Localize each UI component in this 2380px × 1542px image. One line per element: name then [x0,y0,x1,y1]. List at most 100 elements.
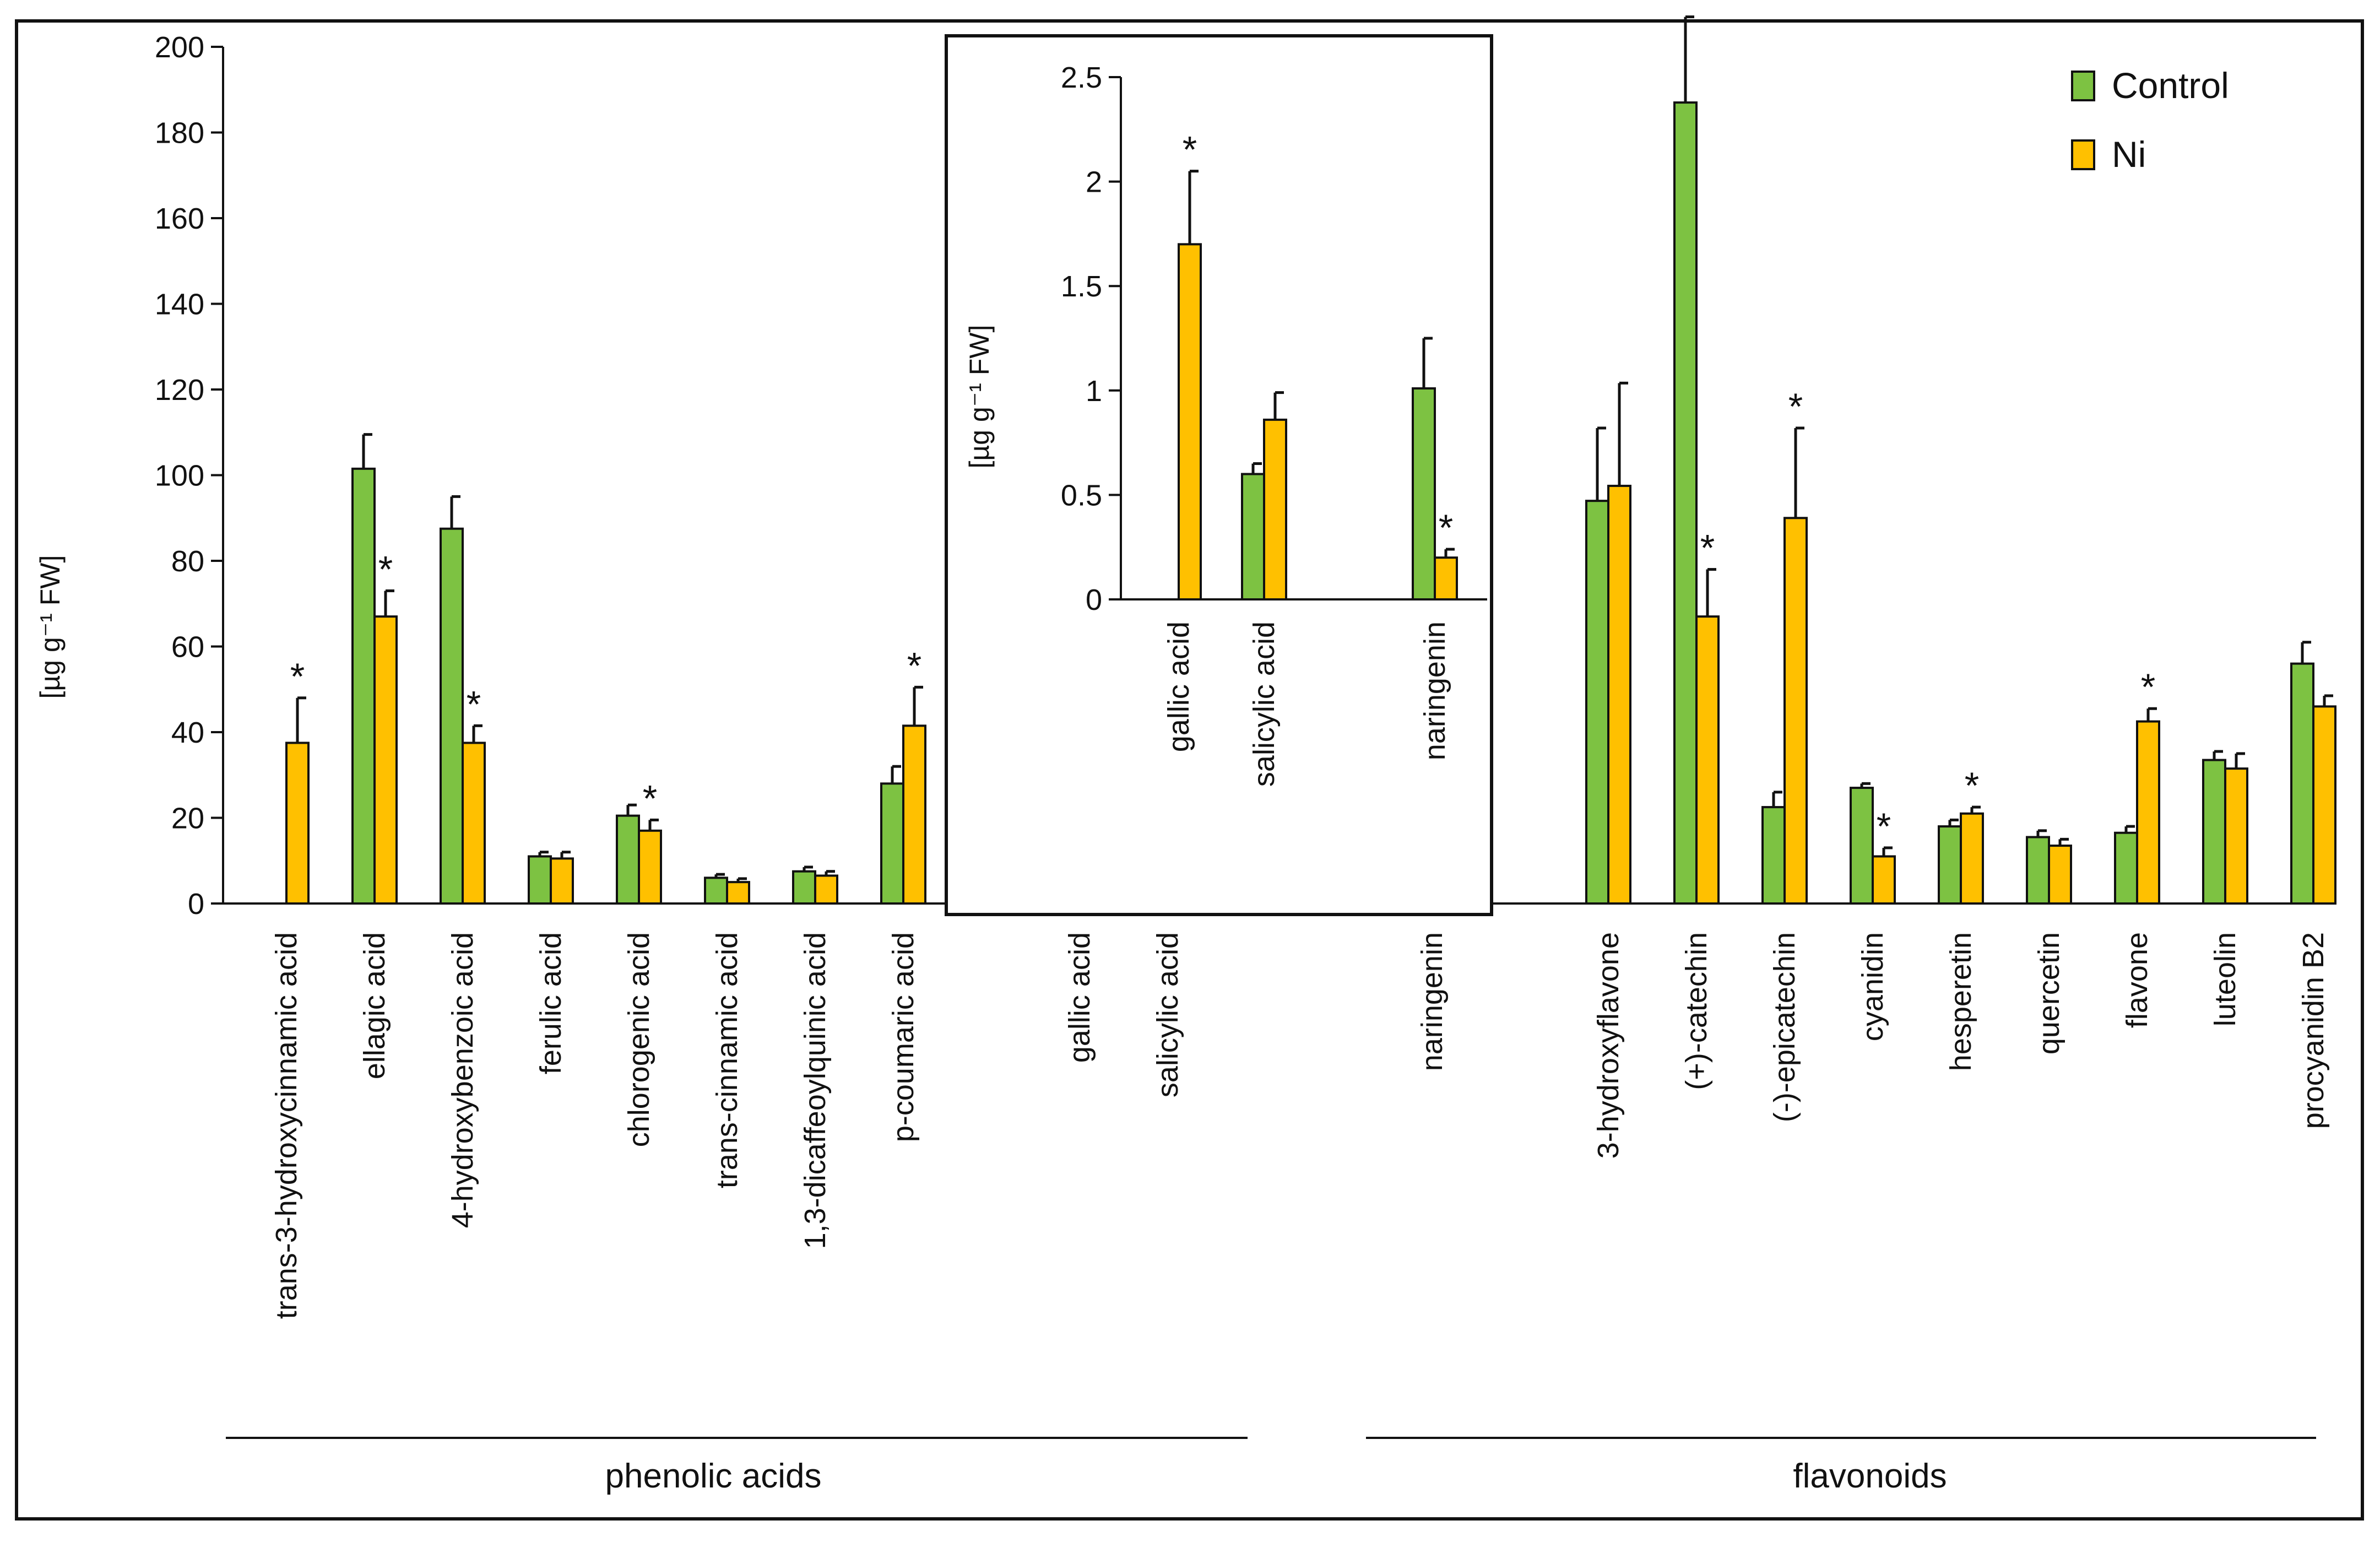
legend-swatch-control [2071,71,2095,101]
main-y-tick-label: 100 [155,459,204,493]
inset-frame [945,34,1493,916]
significance-marker-flavone: * [2141,666,2155,708]
bar-control-flavone [2114,831,2138,905]
bar-control-hesperetin [1938,825,1962,905]
significance-marker-trans-3-hydroxycinnamic-acid: * [290,656,305,697]
inset-y-axis-title: [µg g⁻¹ FW] [964,325,995,469]
group-label-flavonoids: flavonoids [1793,1457,1947,1495]
significance-marker-gallic-acid: * [1183,129,1197,171]
category-label-luteolin: luteolin [2209,932,2242,1026]
main-y-tick-label: 0 [188,888,204,921]
significance-marker-naringenin: * [1439,507,1453,549]
category-label-p-coumaric-acid: p-coumaric acid [887,932,920,1142]
inset-axes [1120,77,1487,600]
bar-control-epicatechin [1761,806,1786,905]
inset-y-tick-label: 0 [1086,583,1102,616]
main-y-tick-label: 140 [155,288,204,321]
inset-y-tick-label: 1.5 [1061,270,1102,303]
bar-ni-ferulic-acid [550,857,574,905]
bar-control-p-coumaric-acid [880,782,904,905]
category-label-catechin: (+)-catechin [1680,932,1713,1090]
bar-control-catechin [1673,101,1698,905]
bar-ni-procyanidin-b2 [2312,705,2336,905]
main-category-labels: trans-3-hydroxycinnamic acid ellagic acid… [270,932,2330,1319]
category-label-flavone: flavone [2121,932,2154,1028]
bar-ni-chlorogenic-acid [638,829,662,905]
inset-category-labels: gallic acid salicylic acid naringenin [1162,621,1451,787]
inset-bars: ** [1178,129,1458,600]
inset-y-tick-label: 1 [1086,375,1102,408]
bar-ni-3-hydroxyflavone [1607,484,1631,905]
significance-marker-catechin: * [1700,527,1715,569]
main-y-tick-label: 180 [155,117,204,150]
bar-ni-1-3-dicaffeoylquinic-acid [814,874,838,905]
main-y-tick-label: 60 [171,631,204,664]
main-y-tick-label: 80 [171,545,204,578]
bar-control-3-hydroxyflavone [1585,500,1609,905]
bar-control-1-3-dicaffeoylquinic-acid [792,870,816,905]
category-label-gallic-acid: gallic acid [1063,932,1096,1063]
inset-y-tick-label: 0.5 [1061,479,1102,512]
main-y-ticks: 0 20 40 60 80 100 120 140 160 180 200 [155,31,223,921]
significance-marker-ellagic-acid: * [378,548,393,590]
main-y-tick-label: 20 [171,802,204,835]
bar-ni-salicylic-acid [1263,418,1287,600]
category-label-4-hydroxybenzoic-acid: 4-hydroxybenzoic acid [446,932,479,1228]
legend: Control Ni [2071,65,2229,175]
bar-control-cyanidin [1850,787,1874,905]
bar-ni-4-hydroxybenzoic-acid [462,742,486,905]
bar-control-trans-cinnamic-acid [704,876,728,905]
bar-ni-hesperetin [1960,812,1984,905]
inset-chart: [µg g⁻¹ FW] 00.511.522.5 ** gallic acid s… [945,34,1493,916]
bar-ni-catechin [1695,615,1720,905]
bar-control-luteolin [2202,759,2226,905]
bar-ni-trans-cinnamic-acid [726,881,750,905]
bar-ni-ellagic-acid [373,615,398,905]
significance-marker-p-coumaric-acid: * [907,645,921,686]
bar-control-naringenin [1412,387,1436,600]
main-y-axis-title: [µg g⁻¹ FW] [35,555,66,699]
category-label-naringenin: naringenin [1418,621,1451,760]
inset-y-tick-label: 2.5 [1061,61,1102,94]
group-label-phenolic-acids: phenolic acids [605,1457,822,1495]
bar-ni-quercetin [2048,845,2072,905]
category-label-1-3-dicaffeoylquinic-acid: 1,3-dicaffeoylquinic acid [799,932,832,1249]
significance-marker-epicatechin: * [1788,386,1803,428]
bar-ni-trans-3-hydroxycinnamic-acid [285,742,310,905]
bar-ni-naringenin [1434,556,1458,600]
bar-ni-epicatechin [1783,517,1808,905]
category-label-gallic-acid: gallic acid [1162,621,1195,752]
bar-control-chlorogenic-acid [616,814,640,905]
bar-control-4-hydroxybenzoic-acid [440,527,464,905]
significance-marker-cyanidin: * [1877,805,1891,847]
category-label-cyanidin: cyanidin [1856,932,1889,1041]
legend-swatch-ni [2071,139,2095,170]
bar-control-salicylic-acid [1241,473,1265,600]
category-label-ferulic-acid: ferulic acid [534,932,567,1074]
category-label-epicatechin: (-)-epicatechin [1768,932,1801,1122]
category-label-ellagic-acid: ellagic acid [358,932,391,1079]
bar-ni-flavone [2136,720,2160,905]
bar-control-ellagic-acid [351,467,376,905]
bar-control-quercetin [2026,836,2050,905]
category-label-procyanidin-b2: procyanidin B2 [2297,932,2330,1129]
legend-label-control: Control [2112,65,2229,106]
main-y-tick-label: 40 [171,716,204,749]
category-label-quercetin: quercetin [2032,932,2065,1054]
category-label-salicylic-acid: salicylic acid [1151,932,1184,1097]
category-label-salicylic-acid: salicylic acid [1248,621,1281,787]
category-label-trans-3-hydroxycinnamic-acid: trans-3-hydroxycinnamic acid [270,932,303,1319]
bar-ni-luteolin [2224,767,2248,905]
significance-marker-4-hydroxybenzoic-acid: * [467,683,481,725]
bar-control-procyanidin-b2 [2290,662,2314,905]
bar-ni-p-coumaric-acid [902,724,926,905]
bar-ni-cyanidin [1872,855,1896,905]
category-label-naringenin: naringenin [1416,932,1449,1071]
main-y-tick-label: 200 [155,31,204,64]
category-label-trans-cinnamic-acid: trans-cinnamic acid [711,932,744,1188]
significance-marker-hesperetin: * [1965,765,1979,807]
category-label-chlorogenic-acid: chlorogenic acid [622,932,655,1147]
figure-frame [15,19,2364,1521]
inset-y-ticks: 0 0.5 1 1.5 2 2.5 [1061,61,1121,616]
